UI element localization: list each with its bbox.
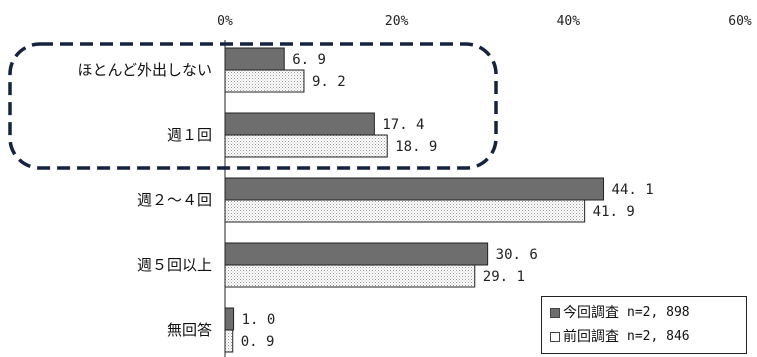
x-tick-label: 20% bbox=[385, 14, 409, 29]
bar-previous-survey bbox=[225, 70, 304, 92]
chart-legend: 今回調査 n=2, 898 前回調査 n=2, 846 bbox=[541, 296, 747, 354]
bar-current-survey bbox=[225, 308, 234, 330]
legend-item-current: 今回調査 n=2, 898 bbox=[550, 301, 738, 325]
data-label: 1. 0 bbox=[242, 312, 276, 328]
data-label: 29. 1 bbox=[483, 269, 525, 285]
category-label: 週５回以上 bbox=[137, 256, 212, 274]
data-label: 18. 9 bbox=[395, 139, 437, 155]
bar-previous-survey bbox=[225, 135, 387, 157]
bar-current-survey bbox=[225, 48, 284, 70]
filled-square-icon bbox=[550, 308, 560, 318]
legend-series-name: 前回調査 bbox=[563, 325, 619, 349]
data-label: 17. 4 bbox=[382, 117, 424, 133]
x-tick-label: 40% bbox=[557, 14, 581, 29]
hollow-square-icon bbox=[550, 332, 560, 342]
bar-previous-survey bbox=[225, 265, 475, 287]
legend-item-previous: 前回調査 n=2, 846 bbox=[550, 325, 738, 349]
x-tick-label: 0% bbox=[217, 14, 233, 29]
bar-previous-survey bbox=[225, 200, 585, 222]
category-label: 週１回 bbox=[167, 126, 212, 144]
x-tick-label: 60% bbox=[728, 14, 752, 29]
data-label: 44. 1 bbox=[612, 182, 654, 198]
legend-sample-size: n=2, 846 bbox=[627, 325, 690, 349]
category-label: ほとんど外出しない bbox=[77, 61, 212, 79]
bar-current-survey bbox=[225, 113, 374, 135]
legend-sample-size: n=2, 898 bbox=[627, 301, 690, 325]
category-label: 無回答 bbox=[167, 321, 212, 339]
legend-series-name: 今回調査 bbox=[563, 301, 619, 325]
data-label: 9. 2 bbox=[312, 74, 346, 90]
data-label: 0. 9 bbox=[241, 334, 275, 350]
category-label: 週２～４回 bbox=[137, 191, 212, 209]
bar-current-survey bbox=[225, 243, 488, 265]
data-label: 6. 9 bbox=[292, 52, 326, 68]
bar-previous-survey bbox=[225, 330, 233, 352]
data-label: 30. 6 bbox=[496, 247, 538, 263]
data-label: 41. 9 bbox=[593, 204, 635, 220]
bar-current-survey bbox=[225, 178, 604, 200]
